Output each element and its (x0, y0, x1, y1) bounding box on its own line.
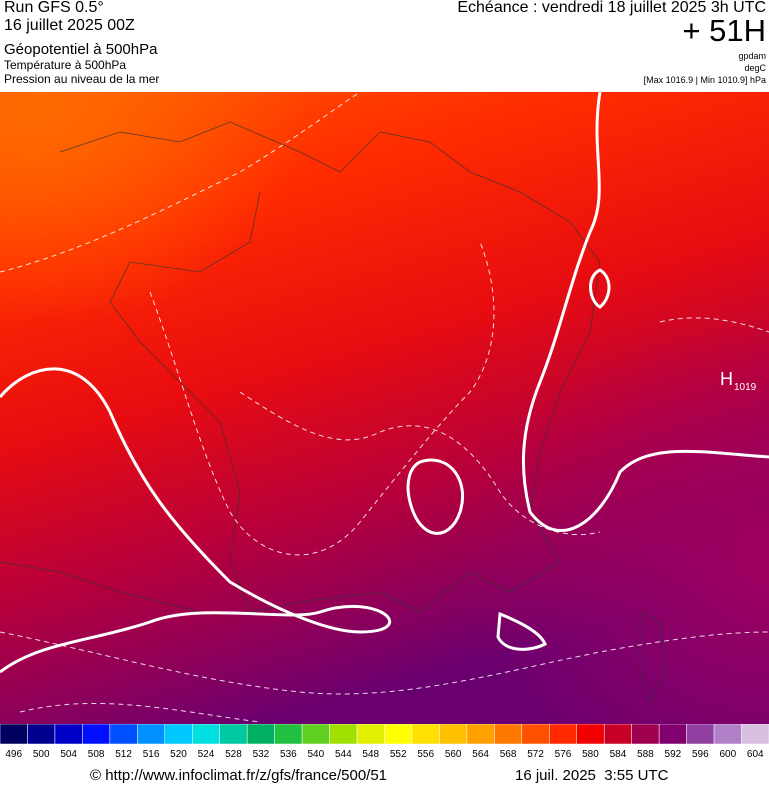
unit-2: degC (744, 63, 766, 73)
colorbar-cell (521, 724, 550, 745)
colorbar-label: 512 (115, 749, 132, 758)
colorbar-cell (411, 724, 440, 745)
colorbar-cell (164, 724, 193, 745)
colorbar-label: 572 (527, 749, 544, 758)
colorbar-cell (0, 724, 28, 745)
colorbar-label: 592 (665, 749, 682, 758)
colorbar-cell (439, 724, 468, 745)
colorbar-label: 504 (60, 749, 77, 758)
colorbar-label: 588 (637, 749, 654, 758)
field-3: Pression au niveau de la mer (4, 72, 160, 86)
colorbar-label: 556 (417, 749, 434, 758)
coastline (0, 121, 666, 704)
colorbar-label: 532 (253, 749, 270, 758)
colorbar-cell (356, 724, 385, 745)
isotherms (0, 92, 769, 723)
colorbar-cell (384, 724, 413, 745)
unit-3: [Max 1016.9 | Min 1010.9] hPa (643, 75, 766, 85)
colorbar-cell (219, 724, 248, 745)
colorbar-cell (549, 724, 577, 745)
colorbar-label: 544 (335, 749, 352, 758)
generated-time: 16 juil. 2025 3:55 UTC (515, 767, 669, 784)
colorbar-cell (741, 724, 769, 745)
unit-1: gpdam (738, 51, 766, 61)
colorbar-label: 604 (747, 749, 764, 758)
colorbar-cell (713, 724, 742, 745)
lead-time: + 51H (682, 13, 766, 48)
colorbar-label: 536 (280, 749, 297, 758)
map-shade (0, 92, 769, 724)
colorbar-label: 552 (390, 749, 407, 758)
colorbar-cell (466, 724, 495, 745)
colorbar-cell (686, 724, 715, 745)
map: H 1019 (0, 92, 769, 724)
colorbar-label: 560 (445, 749, 462, 758)
colorbar-label: 524 (198, 749, 215, 758)
source: © http://www.infoclimat.fr/z/gfs/france/… (90, 767, 388, 784)
colorbar-cell (494, 724, 523, 745)
colorbar-label: 528 (225, 749, 242, 758)
colorbar-label: 540 (307, 749, 324, 758)
colorbar-cell (301, 724, 330, 745)
colorbar-cell (603, 724, 632, 745)
colorbar-label: 584 (610, 749, 627, 758)
colorbar-label: 500 (33, 749, 50, 758)
high-pressure-label: H (720, 369, 733, 389)
colorbar-cell (192, 724, 220, 745)
colorbar-label: 496 (5, 749, 22, 758)
colorbar-label: 516 (143, 749, 160, 758)
colorbar-label: 600 (719, 749, 736, 758)
colorbar-cell (82, 724, 111, 745)
colorbar-label: 568 (500, 749, 517, 758)
high-pressure-value: 1019 (734, 382, 757, 393)
colorbar-cell (329, 724, 358, 745)
run-label: Run GFS 0.5° (4, 0, 104, 16)
colorbar-cell (27, 724, 56, 745)
colorbar-cell (54, 724, 83, 745)
colorbar-label: 520 (170, 749, 187, 758)
colorbar-cell (274, 724, 303, 745)
run-date: 16 juillet 2025 00Z (4, 17, 135, 34)
colorbar-cell (576, 724, 605, 745)
colorbar-label: 548 (362, 749, 379, 758)
colorbar-label: 596 (692, 749, 709, 758)
colorbar-cell (246, 724, 275, 745)
colorbar-cell (658, 724, 687, 745)
echeance: Echéance : vendredi 18 juillet 2025 3h U… (457, 0, 766, 16)
field-1: Géopotentiel à 500hPa (4, 41, 158, 58)
colorbar-cell (631, 724, 660, 745)
isobars (0, 92, 769, 674)
colorbar-label: 580 (582, 749, 599, 758)
colorbar-label: 564 (472, 749, 489, 758)
colorbar-label: 508 (88, 749, 105, 758)
colorbar-cell (109, 724, 138, 745)
colorbar-cell (137, 724, 166, 745)
field-2: Température à 500hPa (4, 58, 127, 72)
colorbar: 496 500 504 508 512 516 520 524 528 532 536 540 544 5… (0, 724, 769, 758)
colorbar-label: 576 (555, 749, 572, 758)
